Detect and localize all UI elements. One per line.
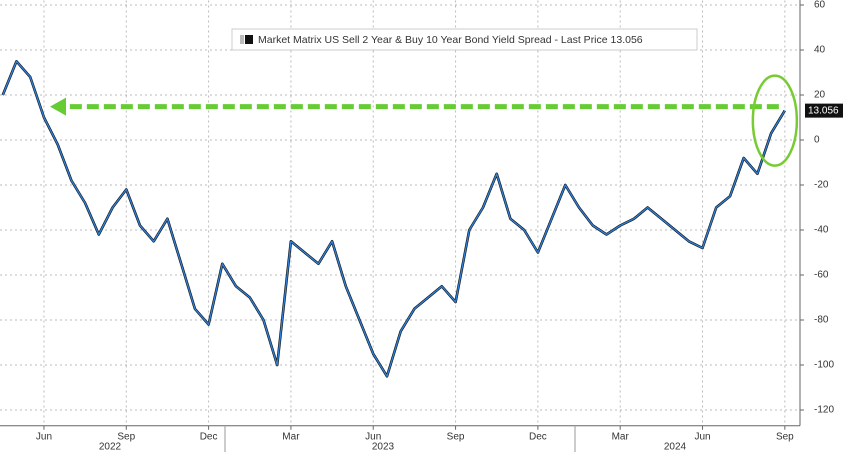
y-tick-label: -80 — [814, 315, 829, 326]
x-tick-label: Sep — [447, 431, 465, 442]
y-tick-label: -60 — [814, 270, 829, 281]
y-tick-label: 0 — [814, 135, 820, 146]
x-tick-label: Dec — [529, 431, 547, 442]
y-tick-label: -100 — [814, 360, 834, 371]
y-tick-label: 60 — [814, 0, 826, 11]
legend-swatch — [245, 35, 253, 44]
arrow-head — [50, 97, 66, 116]
x-tick-label: Mar — [612, 431, 630, 442]
y-tick-label: -120 — [814, 405, 834, 416]
highlight-ellipse — [751, 74, 799, 167]
year-label: 2024 — [664, 441, 687, 452]
x-tick-label: Jun — [36, 431, 52, 442]
series-line — [2, 60, 786, 377]
x-tick-label: Sep — [117, 431, 135, 442]
x-tick-label: Mar — [282, 431, 300, 442]
legend-box — [231, 28, 698, 51]
year-label: 2023 — [372, 441, 395, 452]
last-price-label: 13.056 — [808, 105, 839, 116]
y-tick-label: 20 — [814, 90, 826, 101]
legend-swatch — [240, 35, 244, 44]
x-tick-label: Jun — [365, 431, 381, 442]
legend: Market Matrix US Sell 2 Year & Buy 10 Ye… — [231, 28, 698, 51]
y-tick-label: -20 — [814, 180, 829, 191]
legend-label: Market Matrix US Sell 2 Year & Buy 10 Ye… — [258, 34, 643, 46]
y-tick-label: 40 — [814, 45, 826, 56]
y-tick-label: -40 — [814, 225, 829, 236]
x-tick-label: Jun — [694, 431, 710, 442]
x-tick-label: Dec — [200, 431, 218, 442]
x-tick-label: Sep — [776, 431, 794, 442]
last-price-tag — [805, 103, 843, 118]
year-label: 2022 — [99, 441, 122, 452]
